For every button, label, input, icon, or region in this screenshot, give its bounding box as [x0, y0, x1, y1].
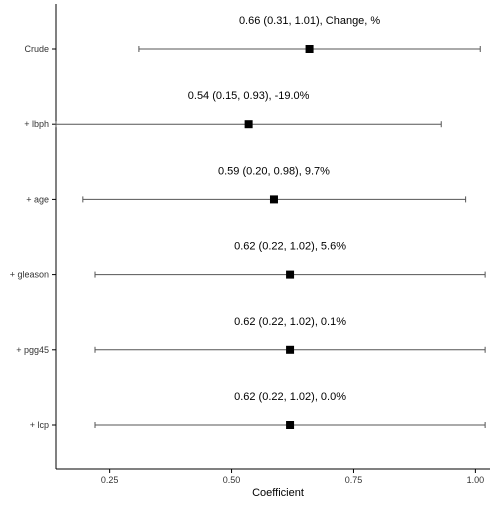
- estimate-annotation: 0.62 (0.22, 1.02), 5.6%: [234, 241, 346, 253]
- forest-row: + age 0.59 (0.20, 0.98), 9.7%: [26, 165, 467, 204]
- estimate-annotation: 0.54 (0.15, 0.93), -19.0%: [188, 90, 310, 102]
- x-tick-label: 1.00: [467, 475, 485, 485]
- x-axis-label: Coefficient: [252, 487, 304, 499]
- point-estimate: [305, 45, 314, 53]
- estimate-annotation: 0.59 (0.20, 0.98), 9.7%: [218, 165, 330, 177]
- point-estimate: [286, 345, 295, 354]
- forest-row: + pgg45 0.62 (0.22, 1.02), 0.1%: [16, 316, 486, 355]
- x-tick-label: 0.50: [223, 475, 241, 485]
- estimate-annotation: 0.66 (0.31, 1.01), Change, %: [239, 15, 380, 27]
- forest-row: + lcp 0.62 (0.22, 1.02), 0.0%: [30, 391, 486, 430]
- forest-row: + gleason 0.62 (0.22, 1.02), 5.6%: [10, 241, 486, 280]
- estimate-annotation: 0.62 (0.22, 1.02), 0.1%: [234, 316, 346, 328]
- y-tick-label: + pgg45: [16, 345, 49, 355]
- x-tick-label: 0.75: [345, 475, 363, 485]
- x-tick-label: 0.25: [101, 475, 119, 485]
- y-tick-label: Crude: [24, 44, 49, 54]
- y-tick-label: + age: [26, 194, 49, 204]
- point-estimate: [244, 120, 253, 129]
- y-tick-label: + lcp: [30, 420, 49, 430]
- y-tick-label: + lbph: [24, 119, 49, 129]
- point-estimate: [286, 421, 295, 429]
- point-estimate: [286, 270, 295, 279]
- y-tick-label: + gleason: [10, 270, 49, 280]
- forest-row: Crude 0.66 (0.31, 1.01), Change, %: [24, 15, 481, 54]
- forest-row: + lbph 0.54 (0.15, 0.93), -19.0%: [24, 90, 442, 129]
- estimate-annotation: 0.62 (0.22, 1.02), 0.0%: [234, 391, 346, 403]
- point-estimate: [269, 195, 278, 204]
